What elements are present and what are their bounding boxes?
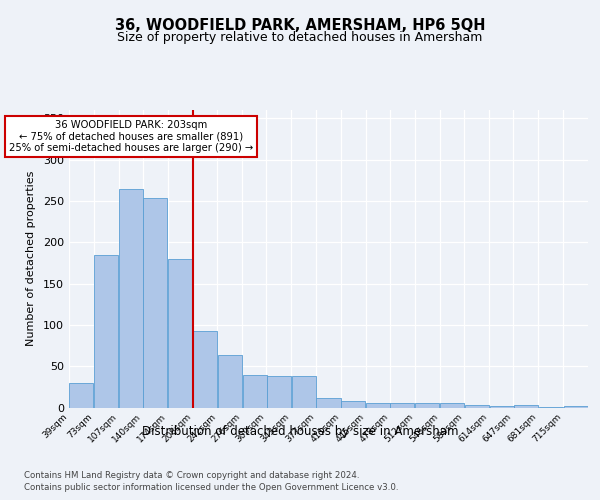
Bar (514, 405, 538, 407)
Text: Distribution of detached houses by size in Amersham: Distribution of detached houses by size … (142, 425, 458, 438)
Bar (465, 405, 489, 407)
Y-axis label: Number of detached properties: Number of detached properties (26, 171, 36, 346)
Text: Size of property relative to detached houses in Amersham: Size of property relative to detached ho… (118, 31, 482, 44)
Bar (366, 402, 390, 407)
Bar (94, 254, 118, 408)
Bar (242, 376, 267, 408)
Bar (341, 401, 365, 407)
Bar (143, 198, 167, 408)
Bar (119, 188, 143, 408)
Bar (70, 382, 94, 407)
Text: Contains HM Land Registry data © Crown copyright and database right 2024.: Contains HM Land Registry data © Crown c… (24, 471, 359, 480)
Bar (316, 398, 341, 407)
Bar (390, 402, 415, 407)
Bar (267, 376, 291, 408)
Bar (490, 406, 514, 407)
Bar (415, 404, 439, 407)
Bar (193, 330, 217, 407)
Bar (168, 259, 192, 408)
Bar (292, 376, 316, 408)
Bar (563, 406, 587, 407)
Bar (539, 406, 563, 408)
Bar (440, 404, 464, 407)
Text: 36, WOODFIELD PARK, AMERSHAM, HP6 5QH: 36, WOODFIELD PARK, AMERSHAM, HP6 5QH (115, 18, 485, 32)
Text: 36 WOODFIELD PARK: 203sqm
← 75% of detached houses are smaller (891)
25% of semi: 36 WOODFIELD PARK: 203sqm ← 75% of detac… (8, 120, 253, 153)
Bar (218, 356, 242, 408)
Text: Contains public sector information licensed under the Open Government Licence v3: Contains public sector information licen… (24, 484, 398, 492)
